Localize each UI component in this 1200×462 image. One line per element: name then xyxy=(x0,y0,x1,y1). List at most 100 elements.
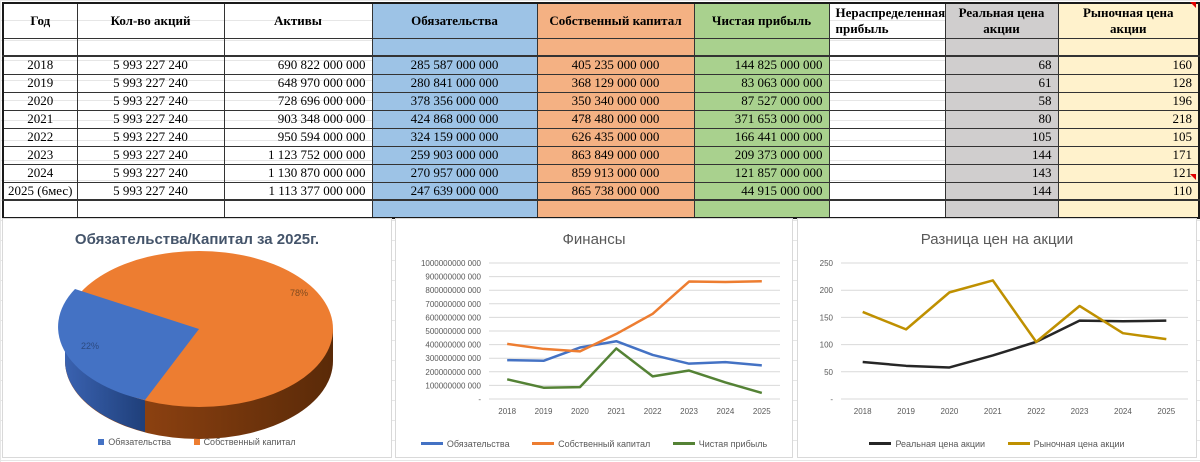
table-cell[interactable] xyxy=(828,181,946,201)
table-cell[interactable] xyxy=(828,163,946,183)
table-cell[interactable]: 5 993 227 240 xyxy=(76,91,225,111)
table-cell[interactable] xyxy=(223,199,373,219)
table-cell[interactable]: 863 849 000 000 xyxy=(536,145,695,165)
table-cell[interactable]: 350 340 000 000 xyxy=(536,91,695,111)
table-cell[interactable]: 2021 xyxy=(2,109,78,129)
table-cell[interactable]: 80 xyxy=(944,109,1059,129)
legend-item-net-profit[interactable]: Чистая прибыль xyxy=(672,439,767,449)
table-cell[interactable] xyxy=(828,127,946,147)
table-cell[interactable] xyxy=(828,145,946,165)
table-cell[interactable]: 121 857 000 000 xyxy=(693,163,830,183)
table-cell[interactable]: 143 xyxy=(944,163,1059,183)
table-cell[interactable]: 424 868 000 000 xyxy=(371,109,538,129)
table-cell[interactable]: 110 xyxy=(1057,181,1200,201)
table-cell[interactable]: 2023 xyxy=(2,145,78,165)
pie-chart-liabilities-equity[interactable]: Обязательства/Капитал за 2025г. 78% 22% … xyxy=(2,218,392,458)
table-cell[interactable]: 5 993 227 240 xyxy=(76,181,225,201)
table-cell[interactable]: 5 993 227 240 xyxy=(76,163,225,183)
legend-item-real-price[interactable]: Реальная цена акции xyxy=(869,439,985,449)
line-chart-finances[interactable]: Финансы - 100000000 000 200000000 000 30000… xyxy=(395,218,793,458)
table-cell[interactable]: 259 903 000 000 xyxy=(371,145,538,165)
column-header[interactable]: Рыночная цена акции xyxy=(1057,2,1200,39)
table-cell[interactable] xyxy=(76,199,225,219)
column-header[interactable]: Собственный капитал xyxy=(536,2,695,39)
table-cell[interactable]: 5 993 227 240 xyxy=(76,109,225,129)
table-cell[interactable]: 121 xyxy=(1057,163,1200,183)
table-cell[interactable]: 68 xyxy=(944,55,1059,75)
table-cell[interactable] xyxy=(944,37,1059,57)
table-cell[interactable]: 105 xyxy=(944,127,1059,147)
table-cell[interactable] xyxy=(944,199,1059,219)
table-cell[interactable]: 405 235 000 000 xyxy=(536,55,695,75)
legend-item-liabilities[interactable]: Обязательства xyxy=(420,439,510,449)
table-cell[interactable]: 196 xyxy=(1057,91,1200,111)
table-cell[interactable]: 58 xyxy=(944,91,1059,111)
table-cell[interactable]: 1 123 752 000 000 xyxy=(223,145,373,165)
table-cell[interactable] xyxy=(828,91,946,111)
table-cell[interactable]: 378 356 000 000 xyxy=(371,91,538,111)
table-cell[interactable]: 128 xyxy=(1057,73,1200,93)
table-cell[interactable]: 690 822 000 000 xyxy=(223,55,373,75)
table-cell[interactable]: 5 993 227 240 xyxy=(76,127,225,147)
legend-item-equity[interactable]: Собственный капитал xyxy=(532,439,650,449)
table-cell[interactable] xyxy=(76,37,225,57)
table-cell[interactable] xyxy=(828,37,946,57)
table-cell[interactable]: 160 xyxy=(1057,55,1200,75)
table-cell[interactable]: 144 825 000 000 xyxy=(693,55,830,75)
table-cell[interactable] xyxy=(828,199,946,219)
table-cell[interactable] xyxy=(536,199,695,219)
table-cell[interactable]: 903 348 000 000 xyxy=(223,109,373,129)
table-cell[interactable]: 2018 xyxy=(2,55,78,75)
table-cell[interactable]: 105 xyxy=(1057,127,1200,147)
table-cell[interactable]: 44 915 000 000 xyxy=(693,181,830,201)
table-cell[interactable]: 368 129 000 000 xyxy=(536,73,695,93)
legend-item-liabilities[interactable]: Обязательства xyxy=(98,437,171,447)
table-cell[interactable]: 5 993 227 240 xyxy=(76,73,225,93)
table-cell[interactable] xyxy=(828,73,946,93)
table-cell[interactable]: 371 653 000 000 xyxy=(693,109,830,129)
table-cell[interactable]: 270 957 000 000 xyxy=(371,163,538,183)
column-header[interactable]: Активы xyxy=(223,2,373,39)
legend-item-equity[interactable]: Собственный капитал xyxy=(193,437,296,447)
comment-indicator-icon[interactable] xyxy=(1190,2,1196,8)
table-cell[interactable]: 5 993 227 240 xyxy=(76,55,225,75)
table-cell[interactable] xyxy=(1057,37,1200,57)
table-cell[interactable] xyxy=(693,37,830,57)
table-cell[interactable]: 2024 xyxy=(2,163,78,183)
column-header[interactable]: Реальная цена акции xyxy=(944,2,1059,39)
table-cell[interactable] xyxy=(828,109,946,129)
table-cell[interactable]: 2019 xyxy=(2,73,78,93)
table-cell[interactable]: 171 xyxy=(1057,145,1200,165)
column-header[interactable]: Нераспределенная прибыль xyxy=(828,2,946,39)
table-cell[interactable]: 648 970 000 000 xyxy=(223,73,373,93)
table-cell[interactable]: 144 xyxy=(944,181,1059,201)
table-cell[interactable]: 478 480 000 000 xyxy=(536,109,695,129)
table-cell[interactable]: 144 xyxy=(944,145,1059,165)
table-cell[interactable] xyxy=(223,37,373,57)
line-chart-share-prices[interactable]: Разница цен на акции - 50 100 150 200 250 2018… xyxy=(797,218,1197,458)
table-cell[interactable]: 865 738 000 000 xyxy=(536,181,695,201)
table-cell[interactable]: 2022 xyxy=(2,127,78,147)
column-header[interactable]: Год xyxy=(2,2,78,39)
table-cell[interactable]: 1 130 870 000 000 xyxy=(223,163,373,183)
table-cell[interactable] xyxy=(2,37,78,57)
table-cell[interactable]: 626 435 000 000 xyxy=(536,127,695,147)
table-cell[interactable]: 2020 xyxy=(2,91,78,111)
table-cell[interactable]: 61 xyxy=(944,73,1059,93)
table-cell[interactable]: 285 587 000 000 xyxy=(371,55,538,75)
table-cell[interactable]: 859 913 000 000 xyxy=(536,163,695,183)
column-header[interactable]: Чистая прибыль xyxy=(693,2,830,39)
legend-item-market-price[interactable]: Рыночная цена акции xyxy=(1007,439,1125,449)
table-cell[interactable]: 950 594 000 000 xyxy=(223,127,373,147)
table-cell[interactable]: 280 841 000 000 xyxy=(371,73,538,93)
table-cell[interactable]: 166 441 000 000 xyxy=(693,127,830,147)
table-cell[interactable]: 247 639 000 000 xyxy=(371,181,538,201)
table-cell[interactable] xyxy=(536,37,695,57)
table-cell[interactable]: 728 696 000 000 xyxy=(223,91,373,111)
table-cell[interactable]: 5 993 227 240 xyxy=(76,145,225,165)
table-cell[interactable]: 209 373 000 000 xyxy=(693,145,830,165)
table-cell[interactable] xyxy=(693,199,830,219)
table-cell[interactable]: 87 527 000 000 xyxy=(693,91,830,111)
comment-indicator-icon[interactable] xyxy=(1190,174,1196,180)
table-cell[interactable] xyxy=(1057,199,1200,219)
